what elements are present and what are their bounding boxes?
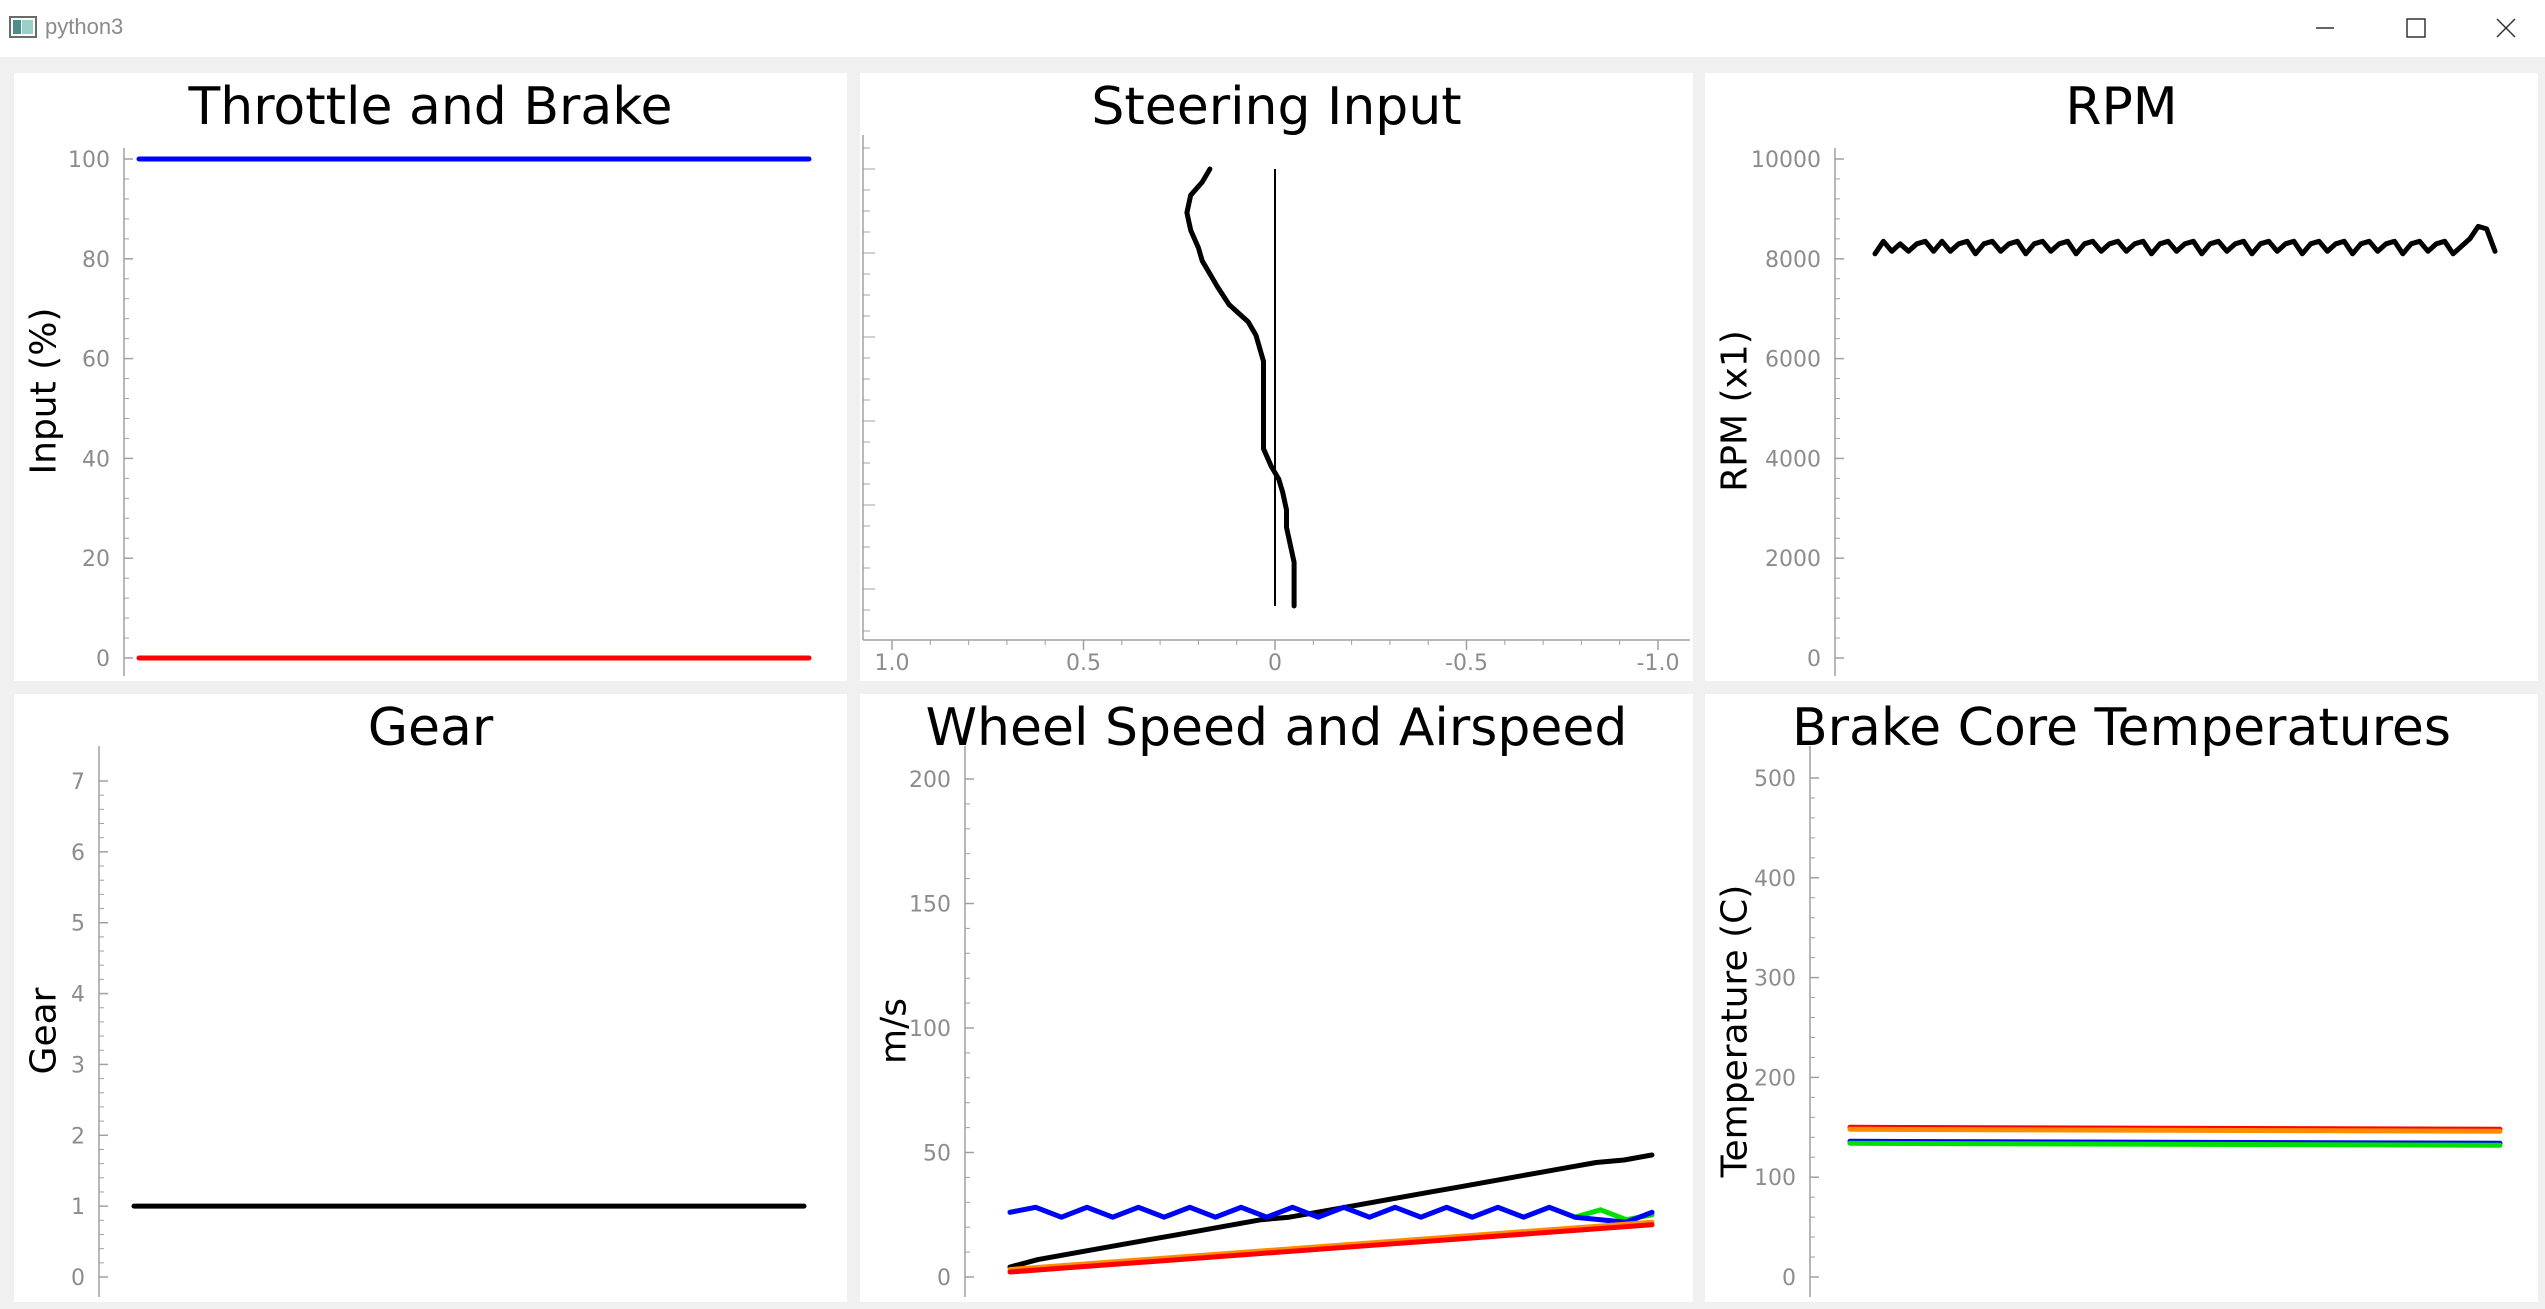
y-tick-label: 100 xyxy=(68,148,110,173)
y-tick-label: 8000 xyxy=(1765,248,1821,273)
y-tick-label: 5 xyxy=(71,912,85,937)
y-tick-label: 20 xyxy=(82,547,110,572)
series-line-orange xyxy=(1847,1126,2503,1134)
y-tick-label: 3 xyxy=(71,1053,85,1078)
x-tick-label: 0.5 xyxy=(1066,651,1101,676)
rpm-chart[interactable]: RPM RPM (x1) 0 2000 4000 6000 8000 10000 xyxy=(1705,73,2538,681)
x-tick-label: 0 xyxy=(1268,651,1282,676)
series-line-green xyxy=(1847,1140,2503,1148)
plot-area: 0 1 2 3 4 5 6 7 xyxy=(71,746,807,1297)
chart-title: Gear xyxy=(367,698,494,758)
y-tick-label: 300 xyxy=(1754,967,1796,992)
y-tick-label: 60 xyxy=(82,348,110,373)
y-tick-label: 400 xyxy=(1754,867,1796,892)
close-button[interactable] xyxy=(2465,0,2545,57)
y-tick-label: 500 xyxy=(1754,767,1796,792)
y-tick-label: 6 xyxy=(71,841,85,866)
close-icon xyxy=(2496,18,2516,38)
y-tick-label: 0 xyxy=(96,647,110,672)
y-tick-label: 7 xyxy=(71,770,85,795)
y-tick-label: 4 xyxy=(71,983,85,1008)
throttle-brake-chart[interactable]: Throttle and Brake Input (%) 0 20 40 60 80 10… xyxy=(14,73,847,681)
y-tick-label: 40 xyxy=(82,447,110,472)
chart-title: RPM xyxy=(2065,77,2178,137)
y-tick-label: 2000 xyxy=(1765,547,1821,572)
y-tick-label: 200 xyxy=(1754,1066,1796,1091)
y-tick-label: 80 xyxy=(82,248,110,273)
chart-title: Throttle and Brake xyxy=(188,77,673,137)
y-tick-label: 6000 xyxy=(1765,348,1821,373)
series-line-black xyxy=(1184,166,1297,609)
series-line-red xyxy=(1007,1222,1655,1275)
y-tick-label: 2 xyxy=(71,1124,85,1149)
series-line-black xyxy=(1872,223,2498,257)
plot-area: 1.0 0.5 0 -0.5 -1.0 xyxy=(862,135,1690,676)
wheel-speed-airspeed-chart[interactable]: Wheel Speed and Airspeed m/s 0 50 100 150 20… xyxy=(860,694,1693,1302)
y-tick-label: 50 xyxy=(923,1142,951,1167)
y-tick-label: 150 xyxy=(909,893,951,918)
chart-title: Wheel Speed and Airspeed xyxy=(925,698,1628,758)
plot-area: 0 2000 4000 6000 8000 10000 xyxy=(1751,148,2498,676)
y-tick-label: 10000 xyxy=(1751,148,1821,173)
maximize-icon xyxy=(2406,18,2426,38)
y-tick-label: 4000 xyxy=(1765,447,1821,472)
plot-area: 0 100 200 300 400 500 xyxy=(1754,746,2503,1297)
x-tick-label: -0.5 xyxy=(1445,651,1488,676)
x-tick-label: -1.0 xyxy=(1637,651,1680,676)
plot-area: 0 50 100 150 200 xyxy=(909,746,1655,1297)
y-tick-label: 0 xyxy=(1782,1266,1796,1291)
minimize-icon xyxy=(2316,27,2334,29)
minimize-button[interactable] xyxy=(2285,0,2365,57)
maximize-button[interactable] xyxy=(2375,0,2455,57)
x-tick-label: 1.0 xyxy=(875,651,910,676)
y-tick-label: 0 xyxy=(71,1266,85,1291)
y-tick-label: 200 xyxy=(909,768,951,793)
series-line-blue xyxy=(1007,1204,1655,1225)
steering-input-chart[interactable]: Steering Input 1.0 0.5 0 -0.5 -1.0 xyxy=(860,73,1693,681)
window-title: python3 xyxy=(45,14,124,39)
y-tick-label: 1 xyxy=(71,1195,85,1220)
app-icon xyxy=(9,15,37,39)
brake-core-temperatures-chart[interactable]: Brake Core Temperatures Temperature (C) … xyxy=(1705,694,2538,1302)
y-tick-label: 100 xyxy=(909,1017,951,1042)
window-titlebar: python3 xyxy=(0,0,2545,57)
y-tick-label: 0 xyxy=(937,1266,951,1291)
y-tick-label: 0 xyxy=(1807,647,1821,672)
y-tick-label: 100 xyxy=(1754,1166,1796,1191)
chart-title: Steering Input xyxy=(1091,77,1462,137)
chart-title: Brake Core Temperatures xyxy=(1791,698,2452,758)
plot-area: 0 20 40 60 80 100 xyxy=(68,148,812,676)
